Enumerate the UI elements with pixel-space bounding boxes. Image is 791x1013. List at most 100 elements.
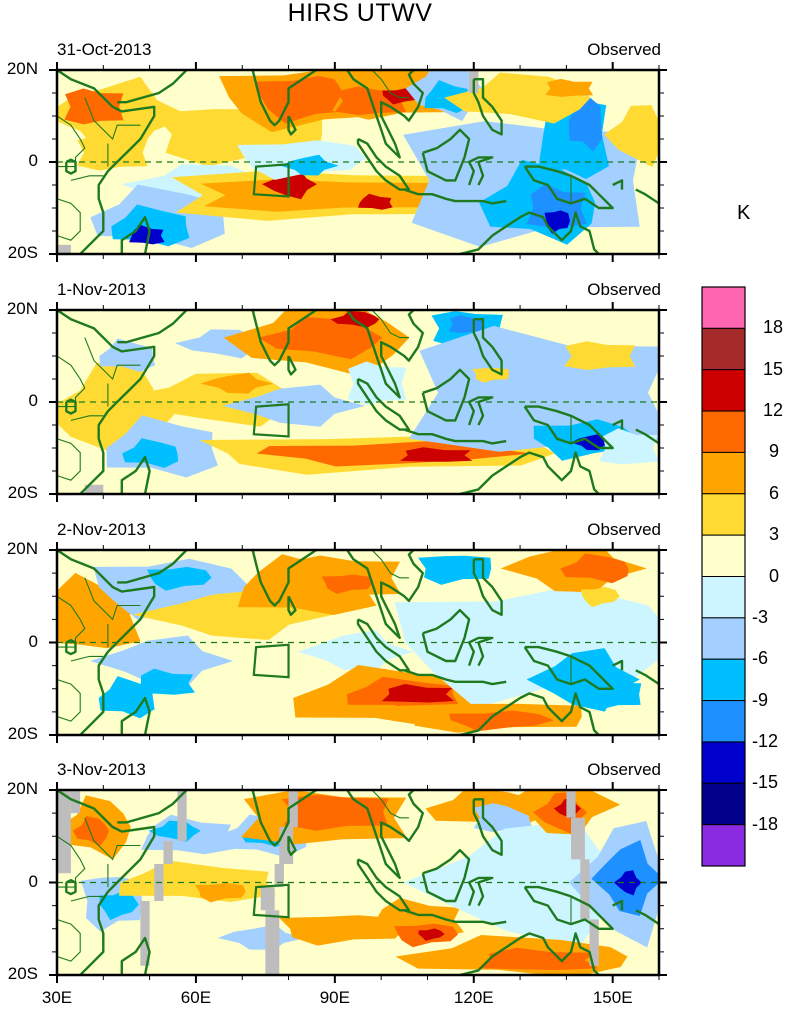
colorbar-swatch — [701, 741, 746, 784]
coastline — [117, 790, 189, 824]
contour-region — [258, 317, 383, 360]
contour-region — [418, 928, 445, 941]
contour-region — [570, 433, 615, 451]
y-tick-label: 20N — [6, 59, 38, 78]
coastline — [403, 428, 507, 445]
coastline — [65, 879, 77, 896]
colorbar-tick-label: -6 — [752, 648, 769, 669]
y-tick-label: 0 — [28, 151, 38, 170]
y-tick-label: 20S — [7, 483, 38, 502]
contour-region — [200, 372, 274, 394]
missing-data-patch — [571, 817, 585, 860]
coastline — [523, 405, 614, 450]
panel-date-label: 3-Nov-2013 — [57, 760, 146, 779]
contour-region — [90, 635, 234, 687]
colorbar-swatch — [701, 782, 746, 826]
study-region-box — [252, 883, 290, 919]
coastline — [456, 692, 600, 735]
contour-region — [321, 574, 373, 594]
colorbar-swatch — [701, 700, 746, 743]
country-border — [371, 310, 409, 339]
coastline — [635, 909, 659, 926]
contour-region — [217, 924, 306, 950]
colorbar-tick-label: 15 — [763, 358, 784, 379]
country-border — [57, 595, 86, 648]
missing-data-patch — [566, 790, 576, 818]
country-border — [371, 550, 409, 579]
coastline — [57, 550, 156, 735]
chart-title: HIRS UTWV — [287, 0, 433, 27]
country-border — [57, 678, 81, 722]
country-border — [70, 415, 104, 421]
colorbar-tick-label: 9 — [769, 441, 780, 462]
colorbar-tick-label: 18 — [763, 317, 784, 338]
colorbar-swatch — [701, 658, 746, 702]
coastline — [117, 70, 189, 104]
coastline — [251, 790, 319, 847]
y-tick-label: 20N — [6, 539, 38, 558]
coastline — [287, 355, 297, 376]
country-border — [57, 355, 86, 408]
coastline — [287, 835, 297, 856]
coastline — [65, 639, 77, 656]
contour-region — [545, 78, 594, 97]
contour-region — [604, 105, 659, 168]
y-tick-label: 0 — [28, 871, 38, 891]
y-tick-label: 20S — [7, 964, 38, 983]
coastline — [287, 595, 297, 616]
contour-region — [297, 630, 414, 673]
y-tick-label: 20S — [7, 243, 38, 262]
contour-region — [99, 891, 139, 921]
coastline — [65, 398, 77, 415]
contour-region — [122, 438, 179, 468]
coastline — [523, 165, 614, 210]
coastline — [472, 798, 503, 856]
colorbar-swatch — [701, 824, 746, 867]
coastline — [403, 669, 507, 686]
colorbar-swatch — [701, 617, 746, 660]
coastline — [612, 419, 624, 430]
x-tick-label: 120E — [453, 988, 494, 1007]
country-border — [57, 115, 86, 168]
contour-region — [200, 179, 438, 212]
colorbar-tick-label: 0 — [769, 565, 780, 586]
country-border — [57, 835, 86, 888]
coastline — [467, 156, 494, 186]
y-tick-label: 0 — [28, 631, 38, 651]
country-border — [84, 577, 141, 621]
contour-region — [613, 870, 642, 896]
coastline — [421, 848, 471, 903]
country-border — [70, 655, 104, 662]
country-border — [84, 97, 141, 141]
contour-region — [564, 341, 636, 370]
contour-region — [472, 368, 509, 383]
contour-region — [598, 428, 659, 465]
coastline — [635, 188, 659, 205]
coastline — [612, 179, 624, 190]
coastline — [467, 396, 494, 426]
contour-region — [255, 75, 359, 124]
coastline — [456, 211, 600, 254]
coastline — [403, 188, 507, 205]
country-border — [371, 70, 409, 99]
colorbar-tick-label: 12 — [763, 400, 784, 421]
coastline — [251, 70, 319, 127]
colorbar-tick-label: 6 — [769, 482, 780, 503]
contour-region — [449, 710, 554, 732]
coastline — [421, 608, 471, 663]
colorbar-tick-label: -18 — [752, 813, 779, 834]
coastline — [472, 558, 503, 616]
contour-region — [560, 553, 629, 584]
study-region-box — [252, 403, 290, 438]
missing-data-patch — [163, 840, 173, 864]
country-border — [371, 790, 409, 819]
country-border — [84, 337, 141, 381]
country-border — [57, 438, 81, 481]
colorbar-swatch — [701, 369, 746, 412]
x-tick-label: 60E — [180, 988, 212, 1007]
missing-data-patch — [265, 910, 280, 975]
study-region-box — [252, 643, 290, 679]
coastline — [472, 78, 503, 136]
coastline — [287, 115, 297, 136]
contour-region — [403, 820, 656, 948]
